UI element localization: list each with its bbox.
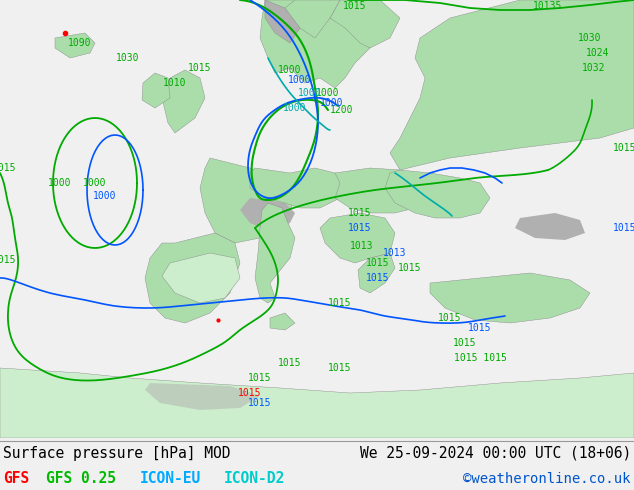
Text: 1015: 1015 — [438, 313, 462, 323]
Text: We 25-09-2024 00:00 UTC (18+06): We 25-09-2024 00:00 UTC (18+06) — [359, 446, 631, 461]
Text: 1013: 1013 — [383, 248, 407, 258]
Text: 1030: 1030 — [578, 33, 602, 43]
Text: 1015: 1015 — [0, 255, 16, 265]
Polygon shape — [240, 198, 295, 230]
Polygon shape — [385, 170, 490, 218]
Text: 1015: 1015 — [328, 298, 352, 308]
Text: 1015: 1015 — [398, 263, 422, 273]
Text: ICON-D2: ICON-D2 — [224, 471, 285, 486]
Text: 1090: 1090 — [68, 38, 92, 48]
Polygon shape — [200, 158, 295, 243]
Text: 1015: 1015 — [249, 398, 272, 408]
Polygon shape — [330, 0, 400, 48]
Text: 1015: 1015 — [343, 1, 366, 11]
Polygon shape — [320, 213, 395, 263]
Polygon shape — [390, 0, 634, 170]
Text: 1015: 1015 — [613, 223, 634, 233]
Text: 1015: 1015 — [453, 338, 477, 348]
Text: 1015: 1015 — [278, 358, 302, 368]
Text: GFS: GFS — [3, 471, 29, 486]
Text: 1000: 1000 — [93, 191, 117, 201]
Text: 1015: 1015 — [249, 373, 272, 383]
Text: 1000: 1000 — [298, 88, 321, 98]
Polygon shape — [145, 233, 240, 323]
Text: ©weatheronline.co.uk: ©weatheronline.co.uk — [463, 472, 631, 486]
Polygon shape — [260, 0, 380, 88]
Polygon shape — [162, 253, 240, 303]
Polygon shape — [0, 368, 634, 438]
Text: 1000: 1000 — [283, 103, 307, 113]
Text: 1015 1015: 1015 1015 — [453, 353, 507, 363]
Polygon shape — [145, 383, 260, 410]
Polygon shape — [162, 70, 205, 133]
Text: ICON-EU: ICON-EU — [140, 471, 202, 486]
Text: 1015: 1015 — [469, 323, 492, 333]
Text: 1000: 1000 — [278, 65, 302, 75]
Text: 1032: 1032 — [582, 63, 605, 73]
Text: 1000: 1000 — [83, 178, 107, 188]
Text: Surface pressure [hPa] MOD: Surface pressure [hPa] MOD — [3, 446, 231, 461]
Text: 1000: 1000 — [48, 178, 72, 188]
Polygon shape — [285, 0, 340, 38]
Text: 1015: 1015 — [348, 208, 372, 218]
Polygon shape — [515, 213, 585, 240]
Polygon shape — [55, 33, 95, 58]
Text: 1015: 1015 — [238, 388, 262, 398]
Polygon shape — [430, 273, 590, 323]
Text: 1000: 1000 — [288, 75, 312, 85]
Text: 1000: 1000 — [320, 98, 344, 108]
Text: 1200: 1200 — [330, 105, 354, 115]
Text: 1024: 1024 — [586, 48, 610, 58]
Text: 1015: 1015 — [366, 258, 390, 268]
Text: 1015: 1015 — [613, 143, 634, 153]
Text: 10135: 10135 — [533, 1, 563, 11]
Text: 1010: 1010 — [163, 78, 187, 88]
Text: GFS 0.25: GFS 0.25 — [46, 471, 116, 486]
Polygon shape — [250, 168, 345, 208]
Polygon shape — [265, 0, 300, 43]
Polygon shape — [270, 313, 295, 330]
Text: 1000: 1000 — [316, 88, 340, 98]
Text: 1015: 1015 — [328, 363, 352, 373]
Polygon shape — [255, 203, 295, 303]
Text: 1015: 1015 — [348, 223, 372, 233]
Text: 1013: 1013 — [350, 241, 374, 251]
Text: 1015: 1015 — [0, 163, 16, 173]
Polygon shape — [335, 168, 425, 213]
Polygon shape — [358, 253, 395, 293]
Polygon shape — [142, 73, 170, 108]
Text: 1030: 1030 — [116, 53, 139, 63]
Text: 1015: 1015 — [188, 63, 212, 73]
Text: 1015: 1015 — [366, 273, 390, 283]
